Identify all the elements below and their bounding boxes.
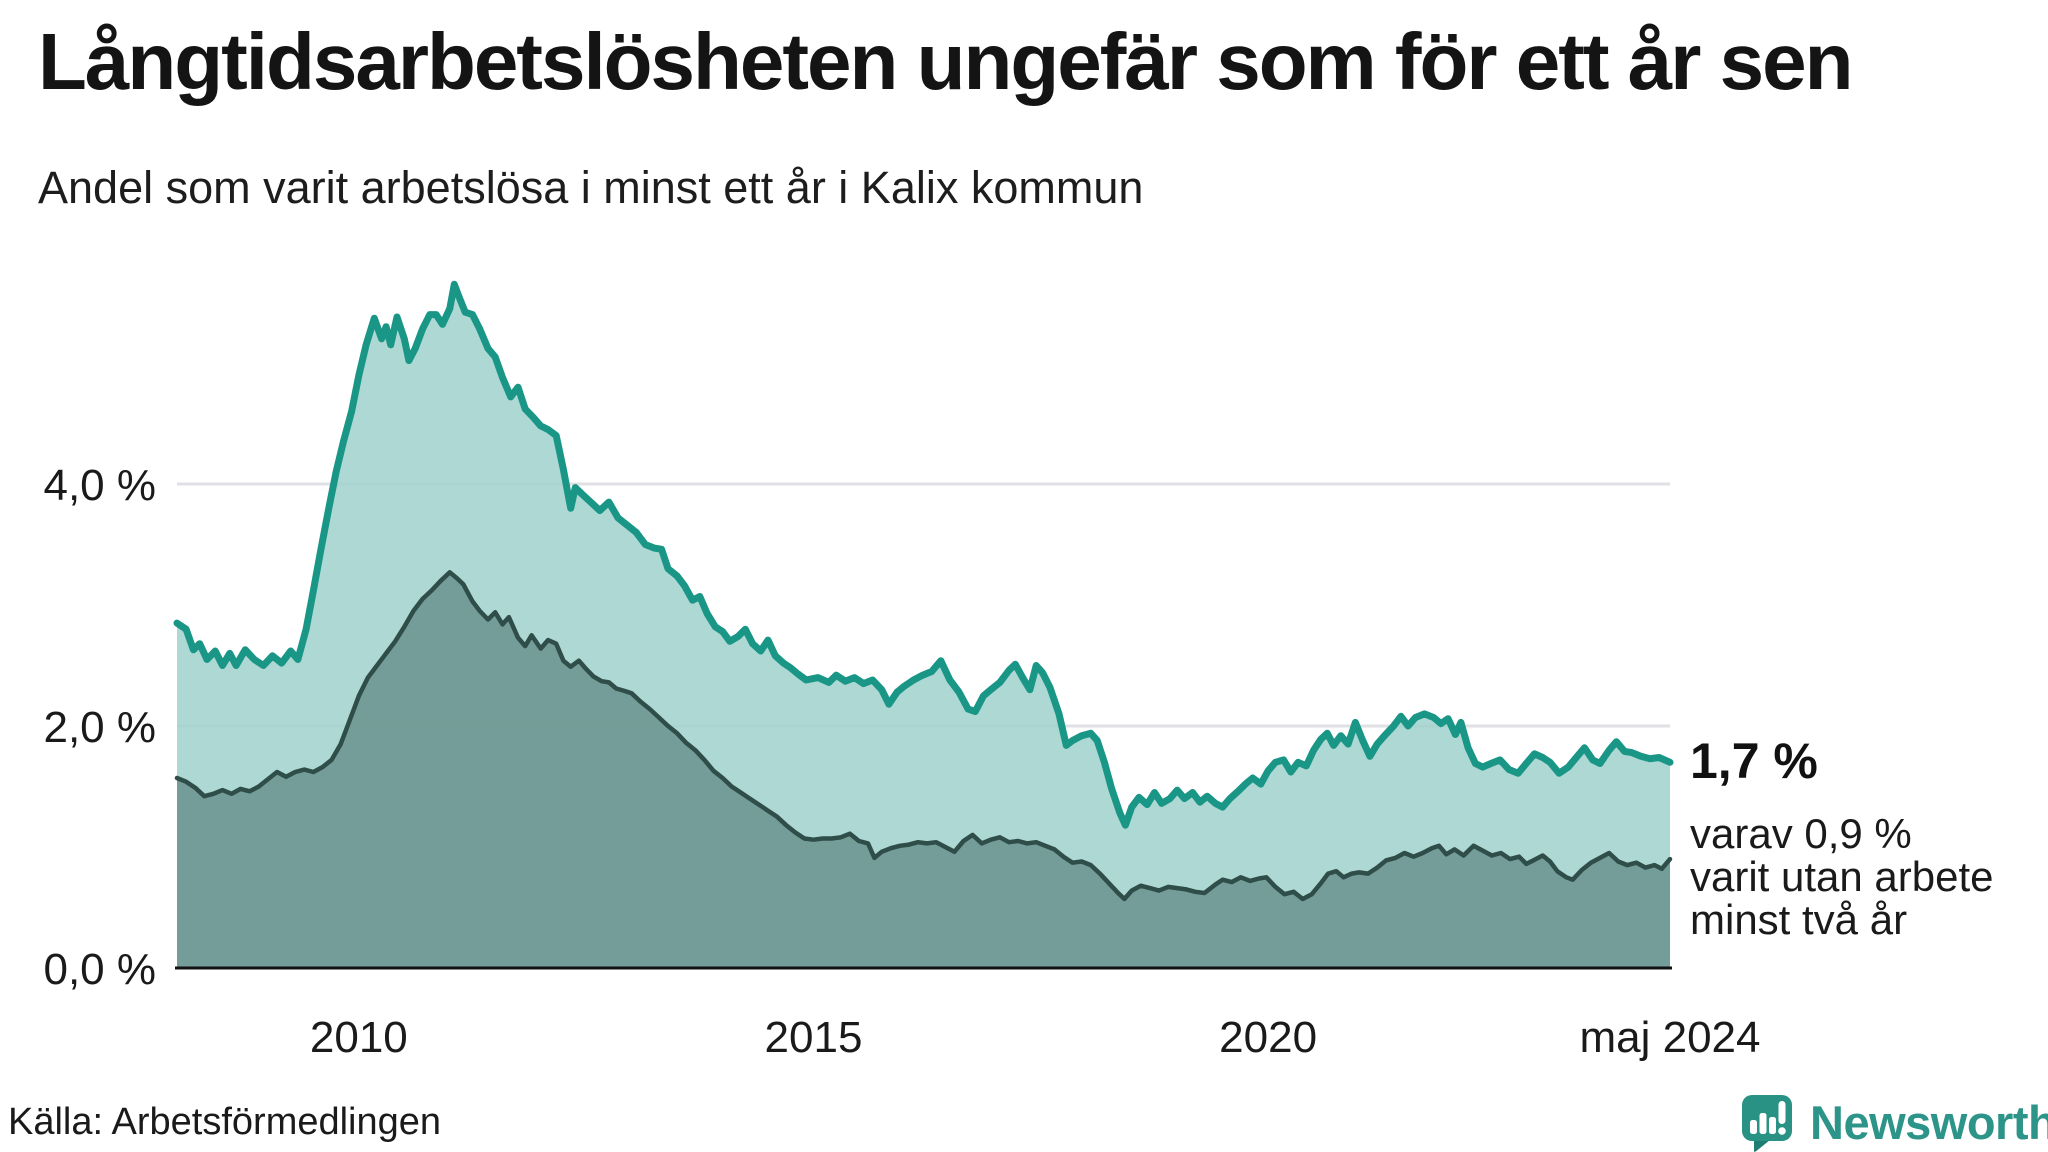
secondary-annotation-line: varit utan arbete	[1690, 853, 1994, 900]
x-tick-label: 2020	[1219, 1013, 1317, 1062]
newsworthy-speech-bubble-chart-icon	[1742, 1095, 1792, 1152]
x-tick-label: 2010	[310, 1013, 408, 1062]
latest-value-label: 1,7 %	[1690, 733, 1818, 789]
y-tick-label: 4,0 %	[43, 461, 156, 510]
x-tick-label: 2015	[765, 1013, 863, 1062]
newsworthy-wordmark: Newsworthy	[1810, 1095, 2048, 1149]
line-series-1	[173, 280, 1674, 829]
page-subtitle: Andel som varit arbetslösa i minst ett å…	[38, 162, 1144, 213]
secondary-annotation: varav 0,9 % varit utan arbete minst två …	[1690, 812, 1994, 941]
area-series-2	[177, 572, 1670, 968]
secondary-annotation-line: minst två år	[1690, 896, 1908, 943]
source-credit: Källa: Arbetsförmedlingen	[8, 1101, 442, 1143]
y-tick-label: 2,0 %	[43, 703, 156, 752]
page-title: Långtidsarbetslösheten ungefär som för e…	[38, 17, 1853, 106]
line-series-2	[174, 570, 1673, 902]
secondary-annotation-line: varav 0,9 %	[1690, 810, 1912, 857]
newsworthy-logo: Newsworthy	[1738, 1090, 2048, 1152]
x-tick-label: maj 2024	[1579, 1013, 1760, 1062]
y-tick-label: 0,0 %	[43, 945, 156, 994]
